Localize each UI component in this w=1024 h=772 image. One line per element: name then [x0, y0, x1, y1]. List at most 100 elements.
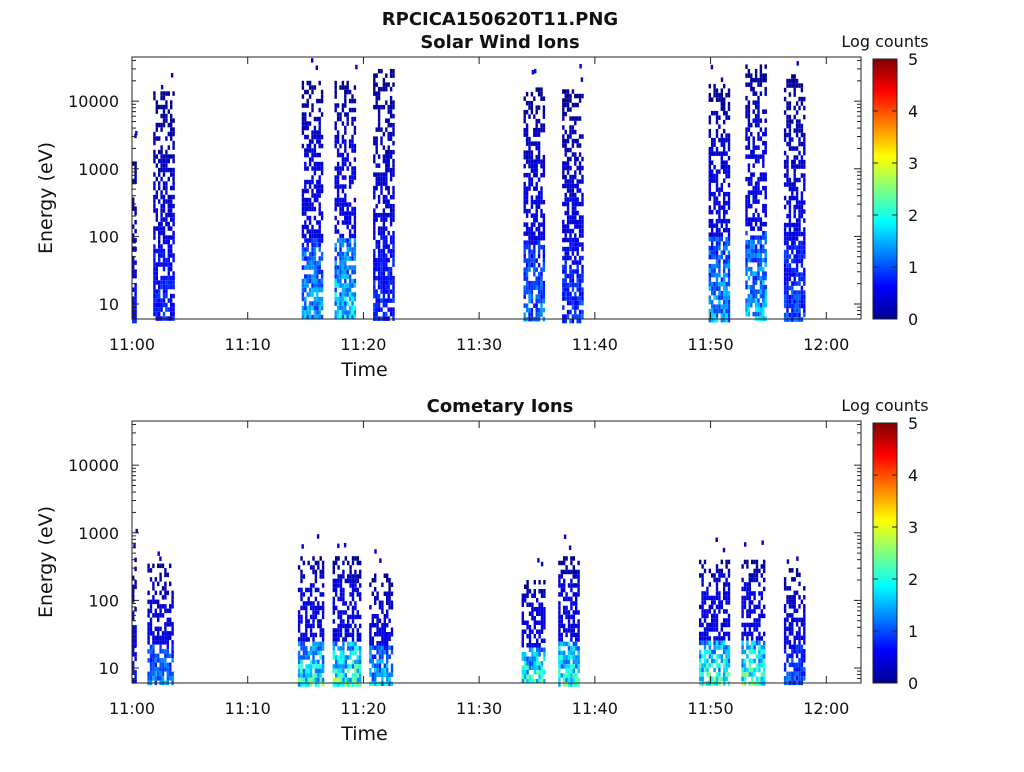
spectrogram-cell [308, 215, 312, 221]
spectrogram-cell [153, 199, 156, 204]
spectrogram-cell [160, 113, 163, 119]
spectrogram-cell [708, 119, 711, 125]
spectrogram-cell [762, 271, 765, 276]
spectrogram-cell [576, 201, 579, 207]
spectrogram-cell [334, 256, 337, 261]
spectrogram-cell [389, 122, 393, 128]
spectrogram-cell [385, 217, 388, 222]
spectrogram-cell [795, 155, 799, 160]
spectrogram-cell [309, 632, 313, 638]
spectrogram-cell [758, 613, 761, 619]
spectrogram-cell [172, 176, 175, 182]
spectrogram-cell [147, 676, 150, 681]
spectrogram-cell [711, 595, 714, 601]
spectrogram-cell [795, 110, 799, 115]
spectrogram-cell [380, 307, 383, 312]
spectrogram-cell [718, 663, 721, 668]
spectrogram-cell [759, 221, 763, 227]
spectrogram-cell [382, 145, 386, 150]
spectrogram-cell [337, 583, 340, 588]
spectrogram-cell [762, 109, 765, 114]
spectrogram-cell [344, 287, 347, 293]
spectrogram-cell [353, 130, 357, 135]
spectrogram-cell [746, 609, 749, 614]
y-axis-label: Energy (eV) [35, 506, 57, 618]
spectrogram-cell [336, 310, 340, 315]
spectrogram-cell [747, 104, 751, 110]
spectrogram-cell [706, 649, 709, 655]
spectrogram-cell [378, 654, 382, 659]
spectrogram-cell [301, 193, 305, 198]
spectrogram-cell [537, 87, 541, 92]
spectrogram-cell [386, 659, 389, 664]
spectrogram-cell [570, 637, 573, 642]
spectrogram-cell [720, 559, 723, 565]
spectrogram-cell [576, 260, 579, 265]
spectrogram-cell [718, 232, 721, 237]
spectrogram-cell [172, 154, 175, 159]
spectrogram-cell [528, 674, 532, 679]
spectrogram-cell [381, 645, 384, 650]
spectrogram-cell [167, 208, 170, 213]
spectrogram-cell [788, 622, 792, 627]
spectrogram-cell [803, 137, 806, 142]
spectrogram-cell [354, 601, 357, 606]
spectrogram-cell [388, 654, 391, 659]
spectrogram-cell [720, 97, 723, 102]
spectrogram-cell [574, 120, 577, 126]
spectrogram-cell [798, 303, 801, 309]
spectrogram-cell [574, 237, 577, 243]
spectrogram-cell [783, 254, 787, 259]
spectrogram-cell [377, 302, 381, 308]
spectrogram-cell [783, 640, 787, 645]
spectrogram-cell [803, 586, 806, 591]
spectrogram-cell [354, 556, 357, 561]
spectrogram-cell [349, 632, 352, 638]
spectrogram-cell [747, 293, 751, 299]
spectrogram-cell [569, 179, 572, 184]
spectrogram-cell [339, 184, 342, 189]
spectrogram-cell [158, 257, 161, 263]
spectrogram-cell [164, 590, 167, 596]
spectrogram-cell [167, 145, 170, 150]
spectrogram-cell [155, 311, 158, 317]
spectrogram-cell [314, 587, 318, 593]
spectrogram-cell [723, 151, 726, 156]
spectrogram-cell [387, 185, 390, 191]
spectrogram-cell [383, 591, 386, 596]
spectrogram-cell [313, 215, 317, 221]
spectrogram-cell [718, 254, 721, 260]
spectrogram-cell [134, 228, 137, 234]
spectrogram-cell [389, 271, 393, 276]
spectrogram-cell [757, 298, 760, 303]
spectrogram-cell [162, 208, 166, 213]
spectrogram-cell [581, 197, 584, 202]
spectrogram-cell [152, 667, 155, 672]
spectrogram-cell [302, 637, 306, 642]
spectrogram-cell [314, 632, 318, 638]
spectrogram-cell [158, 158, 161, 164]
spectrogram-cell [711, 218, 714, 224]
spectrogram-cell [155, 298, 158, 303]
spectrogram-cell [762, 284, 765, 290]
spectrogram-cell [344, 202, 347, 207]
spectrogram-cell [314, 614, 318, 620]
spectrogram-cell [715, 128, 719, 134]
spectrogram-cell [375, 163, 378, 168]
spectrogram-cell [160, 253, 163, 258]
spectrogram-cell [754, 253, 758, 258]
spectrogram-cell [759, 302, 763, 308]
spectrogram-cell [752, 172, 755, 177]
spectrogram-cell [523, 163, 526, 169]
spectrogram-cell [755, 573, 759, 578]
spectrogram-cell [793, 204, 796, 210]
spectrogram-cell [335, 556, 338, 561]
spectrogram-cell [525, 213, 529, 218]
spectrogram-cell [528, 665, 532, 670]
spectrogram-cell [375, 82, 378, 87]
spectrogram-cell [170, 127, 173, 132]
spectrogram-cell [786, 236, 789, 241]
spectrogram-cell [339, 659, 343, 665]
spectrogram-cell [392, 194, 395, 200]
spectrogram-cell [786, 658, 789, 663]
